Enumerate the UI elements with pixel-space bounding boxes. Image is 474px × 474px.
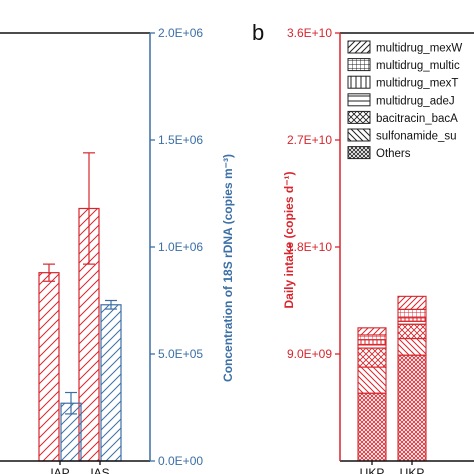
panel-b-y-tick-label: 1.8E+10 bbox=[287, 240, 332, 254]
panel-b-x-tick-label: UKP bbox=[360, 466, 385, 474]
legend-label: bacitracin_bacA bbox=[376, 113, 458, 125]
panel-a-x-tick-label: IAP bbox=[50, 466, 69, 474]
panel-a-y2-ticks: 0.0E+00 5.0E+05 1.0E+06 1.5E+06 2.0E+06 bbox=[150, 26, 203, 468]
panel-b-bars bbox=[357, 295, 427, 462]
legend-label: multidrug_adeJ bbox=[376, 95, 455, 107]
panel-a: IAP IAS 0.0E+00 5.0E+05 1.0E+06 1.5E+06 2.0E+… bbox=[0, 26, 235, 474]
legend-swatch bbox=[347, 75, 371, 89]
panel-a-y2-tick-label: 1.5E+06 bbox=[158, 133, 203, 147]
panel-a-x-tick-labels: IAP IAS bbox=[50, 461, 110, 474]
panel-b-bar-segment bbox=[357, 327, 387, 336]
panel-a-bar bbox=[100, 304, 122, 462]
panel-b-y-tick-label: 9.0E+09 bbox=[287, 347, 332, 361]
panel-b-y-ticks: 9.0E+09 1.8E+10 2.7E+10 3.6E+10 bbox=[287, 26, 340, 361]
legend-label: Others bbox=[376, 148, 411, 160]
panel-b-x-tick-labels: UKP UKP bbox=[360, 461, 425, 474]
panel-b-y-tick-label: 3.6E+10 bbox=[287, 26, 332, 40]
panel-a-y2-tick-label: 2.0E+06 bbox=[158, 26, 203, 40]
legend-label: multidrug_multic bbox=[376, 60, 460, 72]
panel-a-axes bbox=[0, 32, 151, 462]
panel-a-bar bbox=[38, 272, 60, 462]
legend-label: multidrug_mexW bbox=[376, 43, 462, 55]
panel-b-bar-segment bbox=[357, 392, 387, 462]
panel-b-y-axis-title: Daily intake (copies d⁻¹) bbox=[282, 171, 296, 308]
legend-swatch bbox=[347, 58, 371, 72]
panel-b-bar-segment bbox=[357, 347, 387, 368]
legend-swatch bbox=[347, 110, 371, 124]
legend-swatch bbox=[347, 93, 371, 107]
panel-b-bar-segment bbox=[357, 334, 387, 341]
legend-label: sulfonamide_su bbox=[376, 131, 457, 143]
panel-a-bars bbox=[38, 152, 122, 462]
panel-a-y2-tick-label: 0.0E+00 bbox=[158, 454, 203, 468]
panel-a-y2-axis-title: Concentration of 18S rDNA (copies m⁻³) bbox=[221, 154, 235, 382]
legend-swatch bbox=[347, 146, 371, 160]
panel-b-bar-segment bbox=[397, 295, 427, 310]
panel-b-bar-segment bbox=[397, 337, 427, 356]
panel-b-y-tick-label: 2.7E+10 bbox=[287, 133, 332, 147]
panel-a-y2-tick-label: 5.0E+05 bbox=[158, 347, 203, 361]
panel-a-y2-tick-label: 1.0E+06 bbox=[158, 240, 203, 254]
panel-b-legend: multidrug_mexW multidrug_multic multidrug_… bbox=[347, 40, 462, 160]
panel-b-bar-segment bbox=[397, 308, 427, 319]
panel-b: b 9.0E+09 1.8E+10 2.7E+10 3.6E+10 UKP UKP Da… bbox=[252, 20, 474, 474]
panel-b-bar-segment bbox=[357, 366, 387, 394]
panel-b-bar-segment bbox=[397, 323, 427, 340]
panel-b-bar-segment bbox=[397, 354, 427, 462]
panel-b-bar-segment bbox=[357, 339, 387, 346]
legend-swatch bbox=[347, 128, 371, 142]
panel-a-x-tick-label: IAS bbox=[90, 466, 109, 474]
legend-label: multidrug_mexT bbox=[376, 78, 458, 90]
panel-b-x-tick-label: UKP bbox=[400, 466, 425, 474]
legend-swatch bbox=[347, 40, 371, 54]
panel-b-letter: b bbox=[252, 20, 264, 45]
